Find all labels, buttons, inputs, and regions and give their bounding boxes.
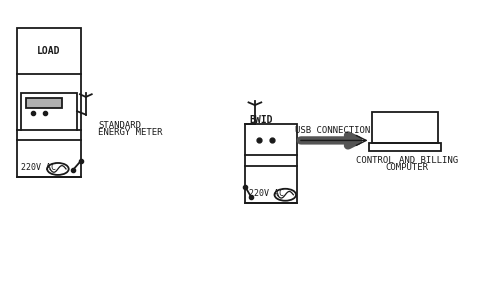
Text: CONTROL AND BILLING: CONTROL AND BILLING (356, 156, 458, 165)
Bar (17, 140, 81, 177)
Bar (372, 112, 438, 143)
Text: COMPUTER: COMPUTER (386, 163, 428, 172)
Bar (26, 97, 63, 108)
Text: 220V AC: 220V AC (249, 189, 284, 198)
Text: BWID: BWID (249, 115, 272, 125)
Text: ENERGY METER: ENERGY METER (98, 128, 162, 137)
Text: LOAD: LOAD (38, 46, 61, 56)
Bar (17, 28, 81, 74)
Text: STANDARD: STANDARD (98, 121, 141, 130)
Text: 220V AC: 220V AC (21, 163, 56, 172)
Text: USB CONNECTION: USB CONNECTION (294, 126, 370, 135)
Bar (245, 166, 296, 203)
Bar (20, 93, 77, 129)
Bar (368, 143, 440, 151)
Bar (245, 124, 296, 155)
